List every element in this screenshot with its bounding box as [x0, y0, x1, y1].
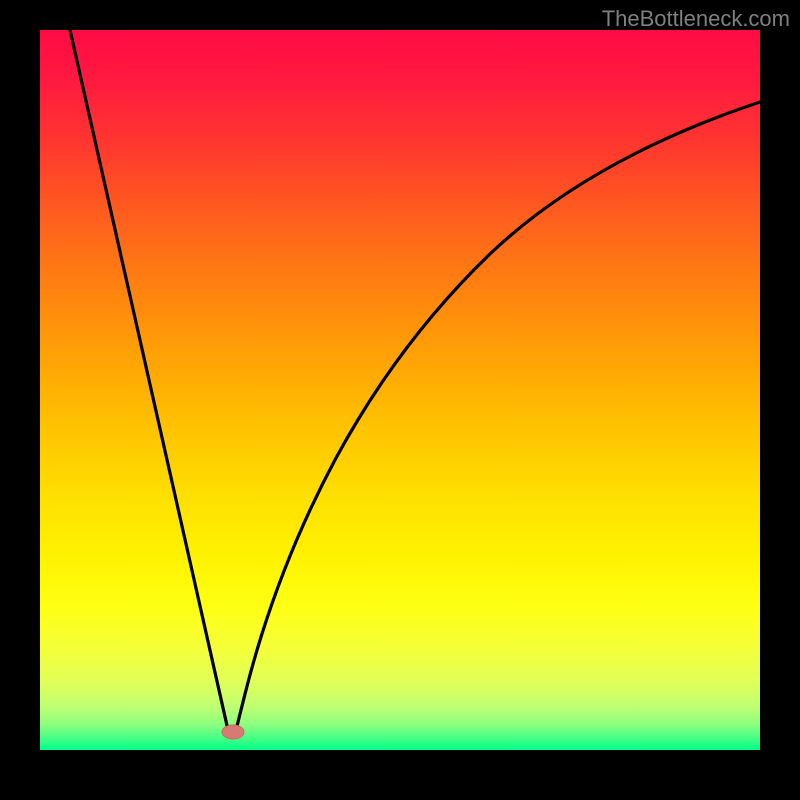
watermark-text: TheBottleneck.com	[602, 6, 790, 32]
bottleneck-plot	[40, 30, 760, 750]
gradient-background	[40, 30, 760, 750]
minimum-marker	[222, 725, 244, 739]
